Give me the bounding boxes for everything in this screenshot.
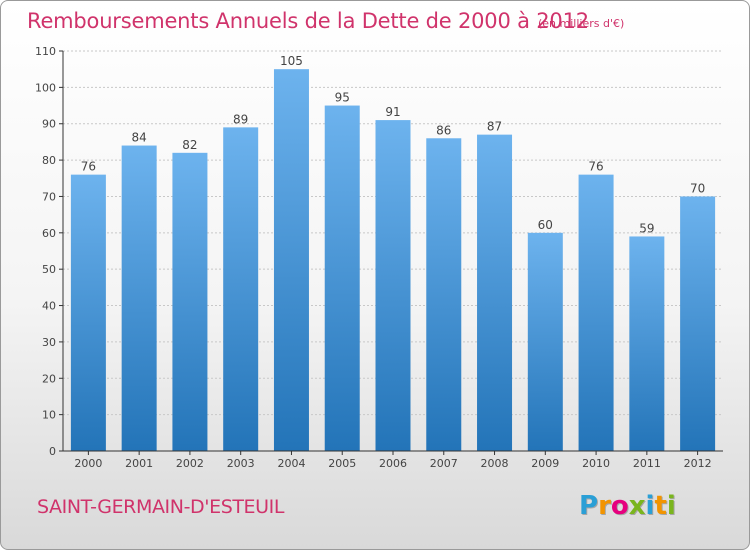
value-label: 95	[335, 91, 350, 105]
bar-2002	[172, 152, 208, 451]
bar-2011	[629, 236, 665, 451]
y-tick-label: 50	[42, 263, 56, 276]
value-label: 84	[132, 131, 147, 145]
x-tick-label: 2003	[227, 457, 255, 470]
value-label: 89	[233, 112, 248, 126]
chart-title: Remboursements Annuels de la Dette de 20…	[27, 9, 589, 33]
bar-2000	[70, 174, 106, 452]
x-tick-label: 2010	[582, 457, 610, 470]
value-label: 82	[182, 138, 197, 152]
logo-letter: i	[666, 491, 676, 521]
bar-2008	[477, 134, 513, 452]
chart-unit-note: (en milliers d'€)	[538, 17, 625, 30]
x-tick-label: 2001	[125, 457, 153, 470]
bar-2007	[426, 138, 462, 452]
bar-2012	[680, 196, 716, 451]
axes	[59, 50, 723, 455]
x-tick-label: 2000	[74, 457, 102, 470]
value-label: 76	[588, 160, 603, 174]
y-tick-label: 30	[42, 336, 56, 349]
x-tick-label: 2005	[328, 457, 356, 470]
logo-letter: i	[645, 491, 655, 521]
x-tick-label: 2007	[430, 457, 458, 470]
logo-letter: o	[610, 491, 629, 521]
commune-name: SAINT-GERMAIN-D'ESTEUIL	[37, 496, 285, 518]
value-label: 76	[81, 160, 96, 174]
logo-letter: x	[628, 491, 646, 521]
x-tick-label: 2008	[481, 457, 509, 470]
bar-2006	[375, 120, 411, 451]
x-tick-label: 2012	[684, 457, 712, 470]
value-label: 59	[639, 221, 654, 235]
bar-2010	[578, 174, 614, 452]
x-tick-label: 2009	[531, 457, 559, 470]
logo-letter: t	[654, 491, 667, 521]
y-tick-label: 20	[42, 372, 56, 385]
bars	[70, 69, 716, 452]
y-tick-label: 90	[42, 118, 56, 131]
bar-2004	[273, 69, 309, 451]
y-tick-label: 110	[35, 45, 56, 58]
value-label: 86	[436, 123, 451, 137]
y-tick-label: 40	[42, 300, 56, 313]
y-tick-label: 70	[42, 190, 56, 203]
bar-2001	[121, 145, 157, 451]
value-label: 105	[280, 54, 303, 68]
x-tick-label: 2004	[277, 457, 305, 470]
bar-2005	[324, 105, 360, 451]
x-tick-label: 2002	[176, 457, 204, 470]
y-tick-label: 100	[35, 81, 56, 94]
value-label: 70	[690, 181, 705, 195]
logo-letter: r	[598, 491, 611, 521]
logo-letter: P	[579, 491, 599, 521]
y-tick-label: 0	[49, 445, 56, 458]
bar-2009	[527, 232, 563, 451]
value-label: 87	[487, 120, 502, 134]
y-tick-label: 10	[42, 409, 56, 422]
y-tick-label: 80	[42, 154, 56, 167]
proxiti-logo[interactable]: Proxiti	[579, 491, 676, 521]
bar-2003	[223, 127, 259, 451]
labels: 0 10 20 30 40 50 60 70 80 90 100 110 76 2000 84 2001 82 2…	[35, 45, 712, 470]
value-label: 60	[538, 218, 553, 232]
x-tick-label: 2011	[633, 457, 661, 470]
value-label: 91	[385, 105, 400, 119]
x-tick-label: 2006	[379, 457, 407, 470]
y-tick-label: 60	[42, 227, 56, 240]
